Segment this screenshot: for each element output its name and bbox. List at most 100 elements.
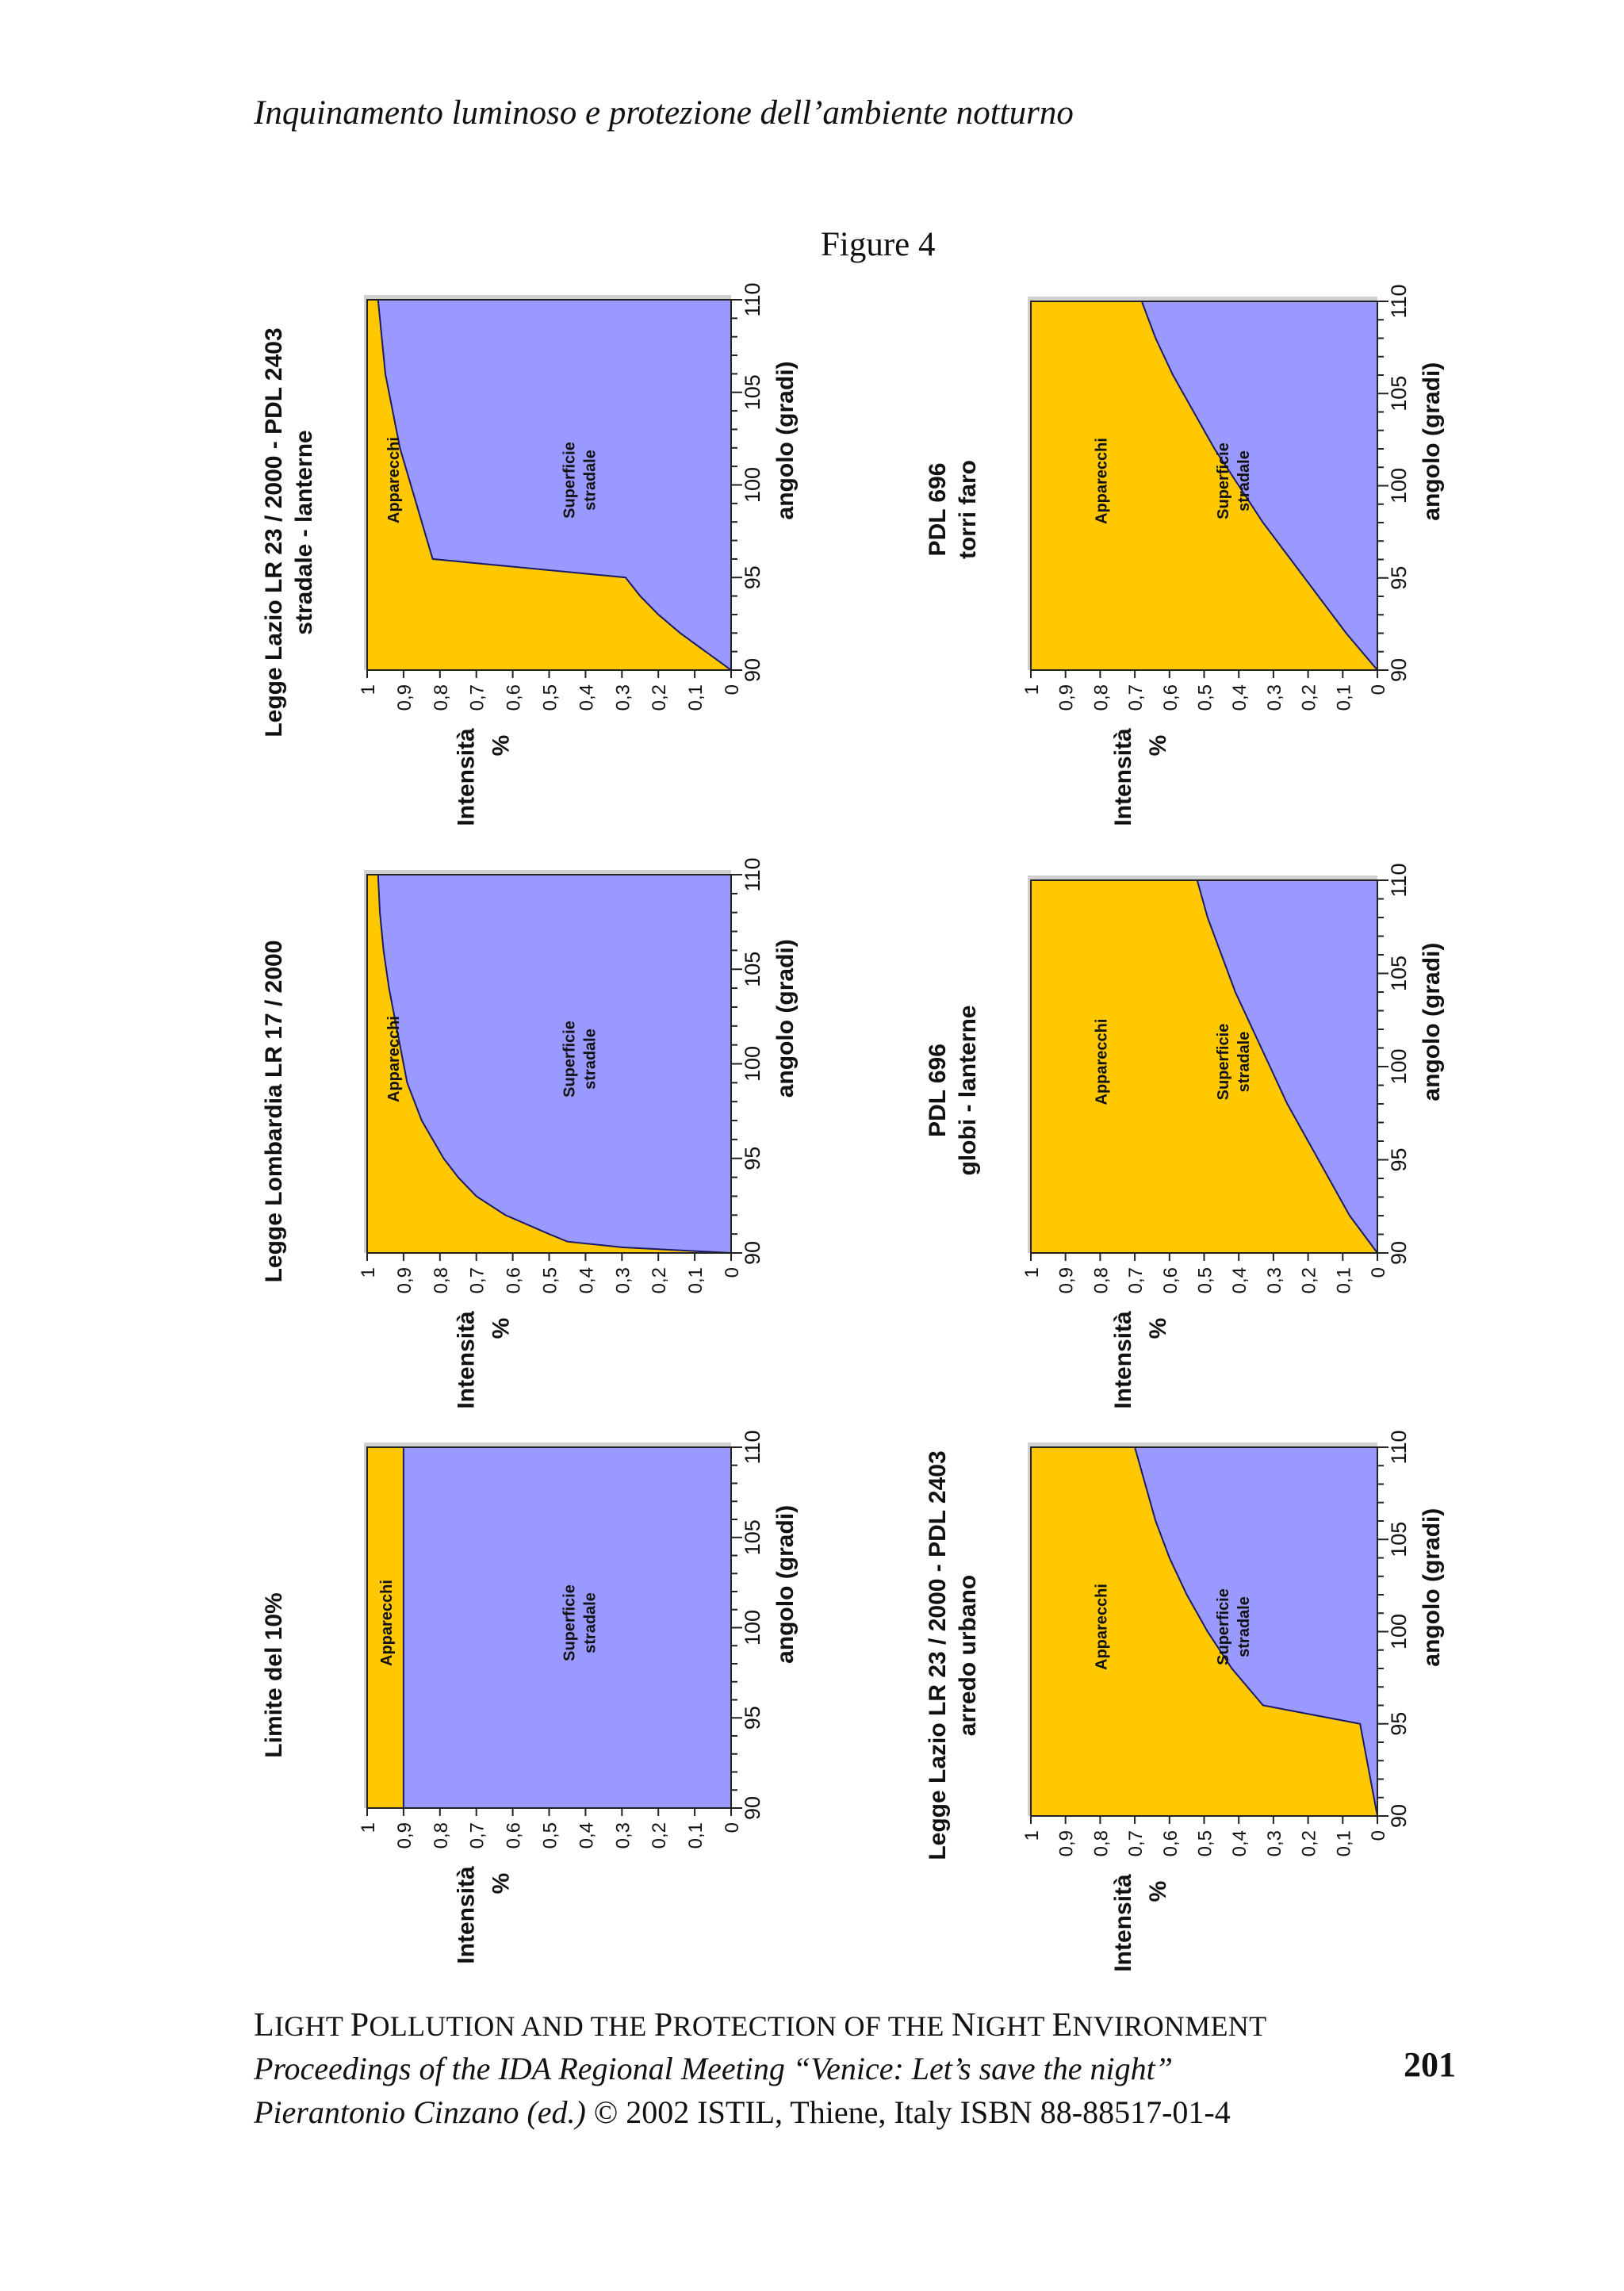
y-tick-label: 0,5	[1195, 684, 1216, 711]
x-axis-label: angolo (gradi)	[1419, 1508, 1445, 1667]
y-axis-label: %	[1145, 735, 1171, 757]
area-superficie-stradale	[1141, 301, 1377, 670]
chart-3: 0 0,1 0,2 0,3 0,4 0,5 0,6 0,7 0,8 0,9 1 90 95 100 105 1…	[261, 282, 799, 826]
y-axis-label: Intensità	[1110, 728, 1136, 826]
y-tick-label: 0,8	[1090, 684, 1112, 711]
area-superficie-stradale	[1197, 880, 1377, 1253]
chart-title: PDL 696	[925, 463, 951, 557]
chart-title: globi - lanterne	[955, 1005, 981, 1175]
y-tick-label: 0,5	[540, 684, 561, 711]
y-tick-label: 0,8	[1090, 1267, 1112, 1293]
y-tick-label: 0,7	[1125, 1267, 1147, 1293]
x-tick-label: 110	[1387, 284, 1411, 318]
series-label-apparecchi: Apparecchi	[1093, 438, 1110, 524]
y-tick-label: 0,3	[1264, 684, 1285, 711]
x-tick-label: 105	[1387, 956, 1411, 991]
footer-series-title: LIGHT POLLUTION AND THE PROTECTION OF TH…	[254, 2007, 1267, 2044]
x-tick-label: 90	[1387, 1241, 1411, 1265]
y-axis-label: Intensità	[453, 1866, 479, 1964]
y-tick-label: 0,6	[504, 684, 525, 711]
x-tick-label: 90	[1387, 1804, 1411, 1828]
y-tick-label: 0,5	[540, 1267, 561, 1293]
y-tick-label: 0,2	[649, 684, 670, 711]
y-tick-label: 0,1	[685, 1267, 707, 1293]
x-tick-label: 90	[1387, 658, 1411, 682]
x-tick-label: 105	[1387, 376, 1411, 412]
y-tick-label: 0,1	[685, 684, 707, 711]
y-tick-label: 0,2	[649, 1822, 670, 1849]
y-tick-label: 0,8	[431, 684, 452, 711]
series-label-superficie: stradale	[582, 1029, 599, 1090]
x-tick-label: 100	[741, 467, 764, 503]
y-tick-label: 0,7	[1125, 684, 1147, 711]
area-superficie-stradale	[377, 875, 731, 1253]
y-tick-label: 0,6	[1160, 1267, 1182, 1293]
x-tick-label: 105	[1387, 1522, 1411, 1557]
y-tick-label: 0,2	[1299, 1830, 1320, 1856]
y-tick-label: 0,9	[1056, 1267, 1078, 1293]
y-tick-label: 0,6	[1160, 1830, 1182, 1856]
series-label-superficie: Superficie	[1215, 1588, 1232, 1665]
y-tick-label: 0,5	[540, 1822, 561, 1849]
area-apparecchi	[1031, 1447, 1377, 1816]
y-tick-label: 0,8	[431, 1822, 452, 1849]
x-tick-label: 100	[741, 1610, 764, 1645]
y-tick-label: 0	[722, 1822, 743, 1833]
x-tick-label: 95	[741, 1147, 764, 1170]
area-superficie-stradale	[377, 300, 731, 670]
y-tick-label: 1	[358, 1822, 379, 1833]
y-tick-label: 0,2	[1299, 1267, 1320, 1293]
y-tick-label: 0,4	[576, 684, 597, 711]
x-tick-label: 95	[1387, 1712, 1411, 1736]
y-tick-label: 0,7	[467, 684, 488, 711]
y-tick-label: 0,1	[685, 1822, 707, 1849]
y-tick-label: 0,1	[1333, 1830, 1354, 1856]
series-label-superficie: stradale	[1235, 1032, 1253, 1093]
chart-title: Legge Lombardia LR 17 / 2000	[261, 941, 287, 1283]
y-tick-label: 0,9	[394, 1267, 416, 1293]
y-tick-label: 0,1	[1333, 1267, 1354, 1293]
chart-1: 0 0,1 0,2 0,3 0,4 0,5 0,6 0,7 0,8 0,9 1 90 95 100 105 1…	[261, 1430, 799, 1963]
y-tick-label: 0,4	[576, 1822, 597, 1849]
y-tick-label: 1	[1021, 684, 1043, 695]
chart-title: arredo urbano	[955, 1575, 981, 1736]
y-tick-label: 0	[1368, 1267, 1389, 1278]
x-tick-label: 95	[1387, 566, 1411, 590]
series-label-superficie: Superficie	[561, 1021, 579, 1098]
boundary-line	[377, 299, 732, 671]
x-tick-label: 90	[741, 658, 764, 682]
y-tick-label: 0,4	[1229, 684, 1251, 711]
x-tick-label: 105	[741, 374, 764, 410]
y-tick-label: 0,7	[1125, 1830, 1147, 1856]
x-tick-label: 95	[741, 565, 764, 589]
y-tick-label: 0,7	[467, 1822, 488, 1849]
y-axis-label: Intensità	[1110, 1874, 1136, 1972]
boundary-line	[1196, 879, 1378, 1254]
series-label-apparecchi: Apparecchi	[378, 1580, 396, 1666]
x-tick-label: 105	[741, 1519, 764, 1555]
chart-title: torri faro	[955, 460, 981, 559]
y-tick-label: 0,9	[1056, 1830, 1078, 1856]
x-axis-label: angolo (gradi)	[1419, 943, 1445, 1101]
x-tick-label: 105	[741, 952, 764, 987]
series-label-apparecchi: Apparecchi	[1093, 1019, 1110, 1105]
series-label-superficie: Superficie	[1215, 442, 1232, 519]
x-tick-label: 95	[741, 1706, 764, 1730]
chart-4: 0 0,1 0,2 0,3 0,4 0,5 0,6 0,7 0,8 0,9 1 90 95 100 105 1…	[925, 1430, 1445, 1971]
y-tick-label: 0,3	[612, 1267, 634, 1293]
area-apparecchi	[367, 875, 731, 1253]
x-tick-label: 90	[741, 1796, 764, 1820]
x-axis-label: angolo (gradi)	[1419, 362, 1445, 521]
y-tick-label: 0,2	[649, 1267, 670, 1293]
y-tick-label: 1	[1021, 1267, 1043, 1278]
y-tick-label: 0,4	[576, 1267, 597, 1293]
x-axis-label: angolo (gradi)	[772, 361, 799, 519]
y-tick-label: 0,6	[1160, 684, 1182, 711]
y-tick-label: 0,1	[1333, 684, 1354, 711]
x-tick-label: 95	[1387, 1147, 1411, 1171]
y-tick-label: 0,9	[1056, 684, 1078, 711]
y-axis-label: %	[488, 1873, 514, 1894]
chart-5: 0 0,1 0,2 0,3 0,4 0,5 0,6 0,7 0,8 0,9 1 90 95 100 105 1…	[925, 863, 1445, 1408]
y-tick-label: 0,5	[1195, 1830, 1216, 1856]
x-tick-label: 100	[1387, 1048, 1411, 1084]
